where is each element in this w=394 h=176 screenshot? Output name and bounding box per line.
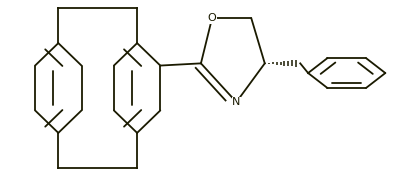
Text: N: N: [232, 97, 241, 107]
Text: O: O: [208, 14, 216, 23]
